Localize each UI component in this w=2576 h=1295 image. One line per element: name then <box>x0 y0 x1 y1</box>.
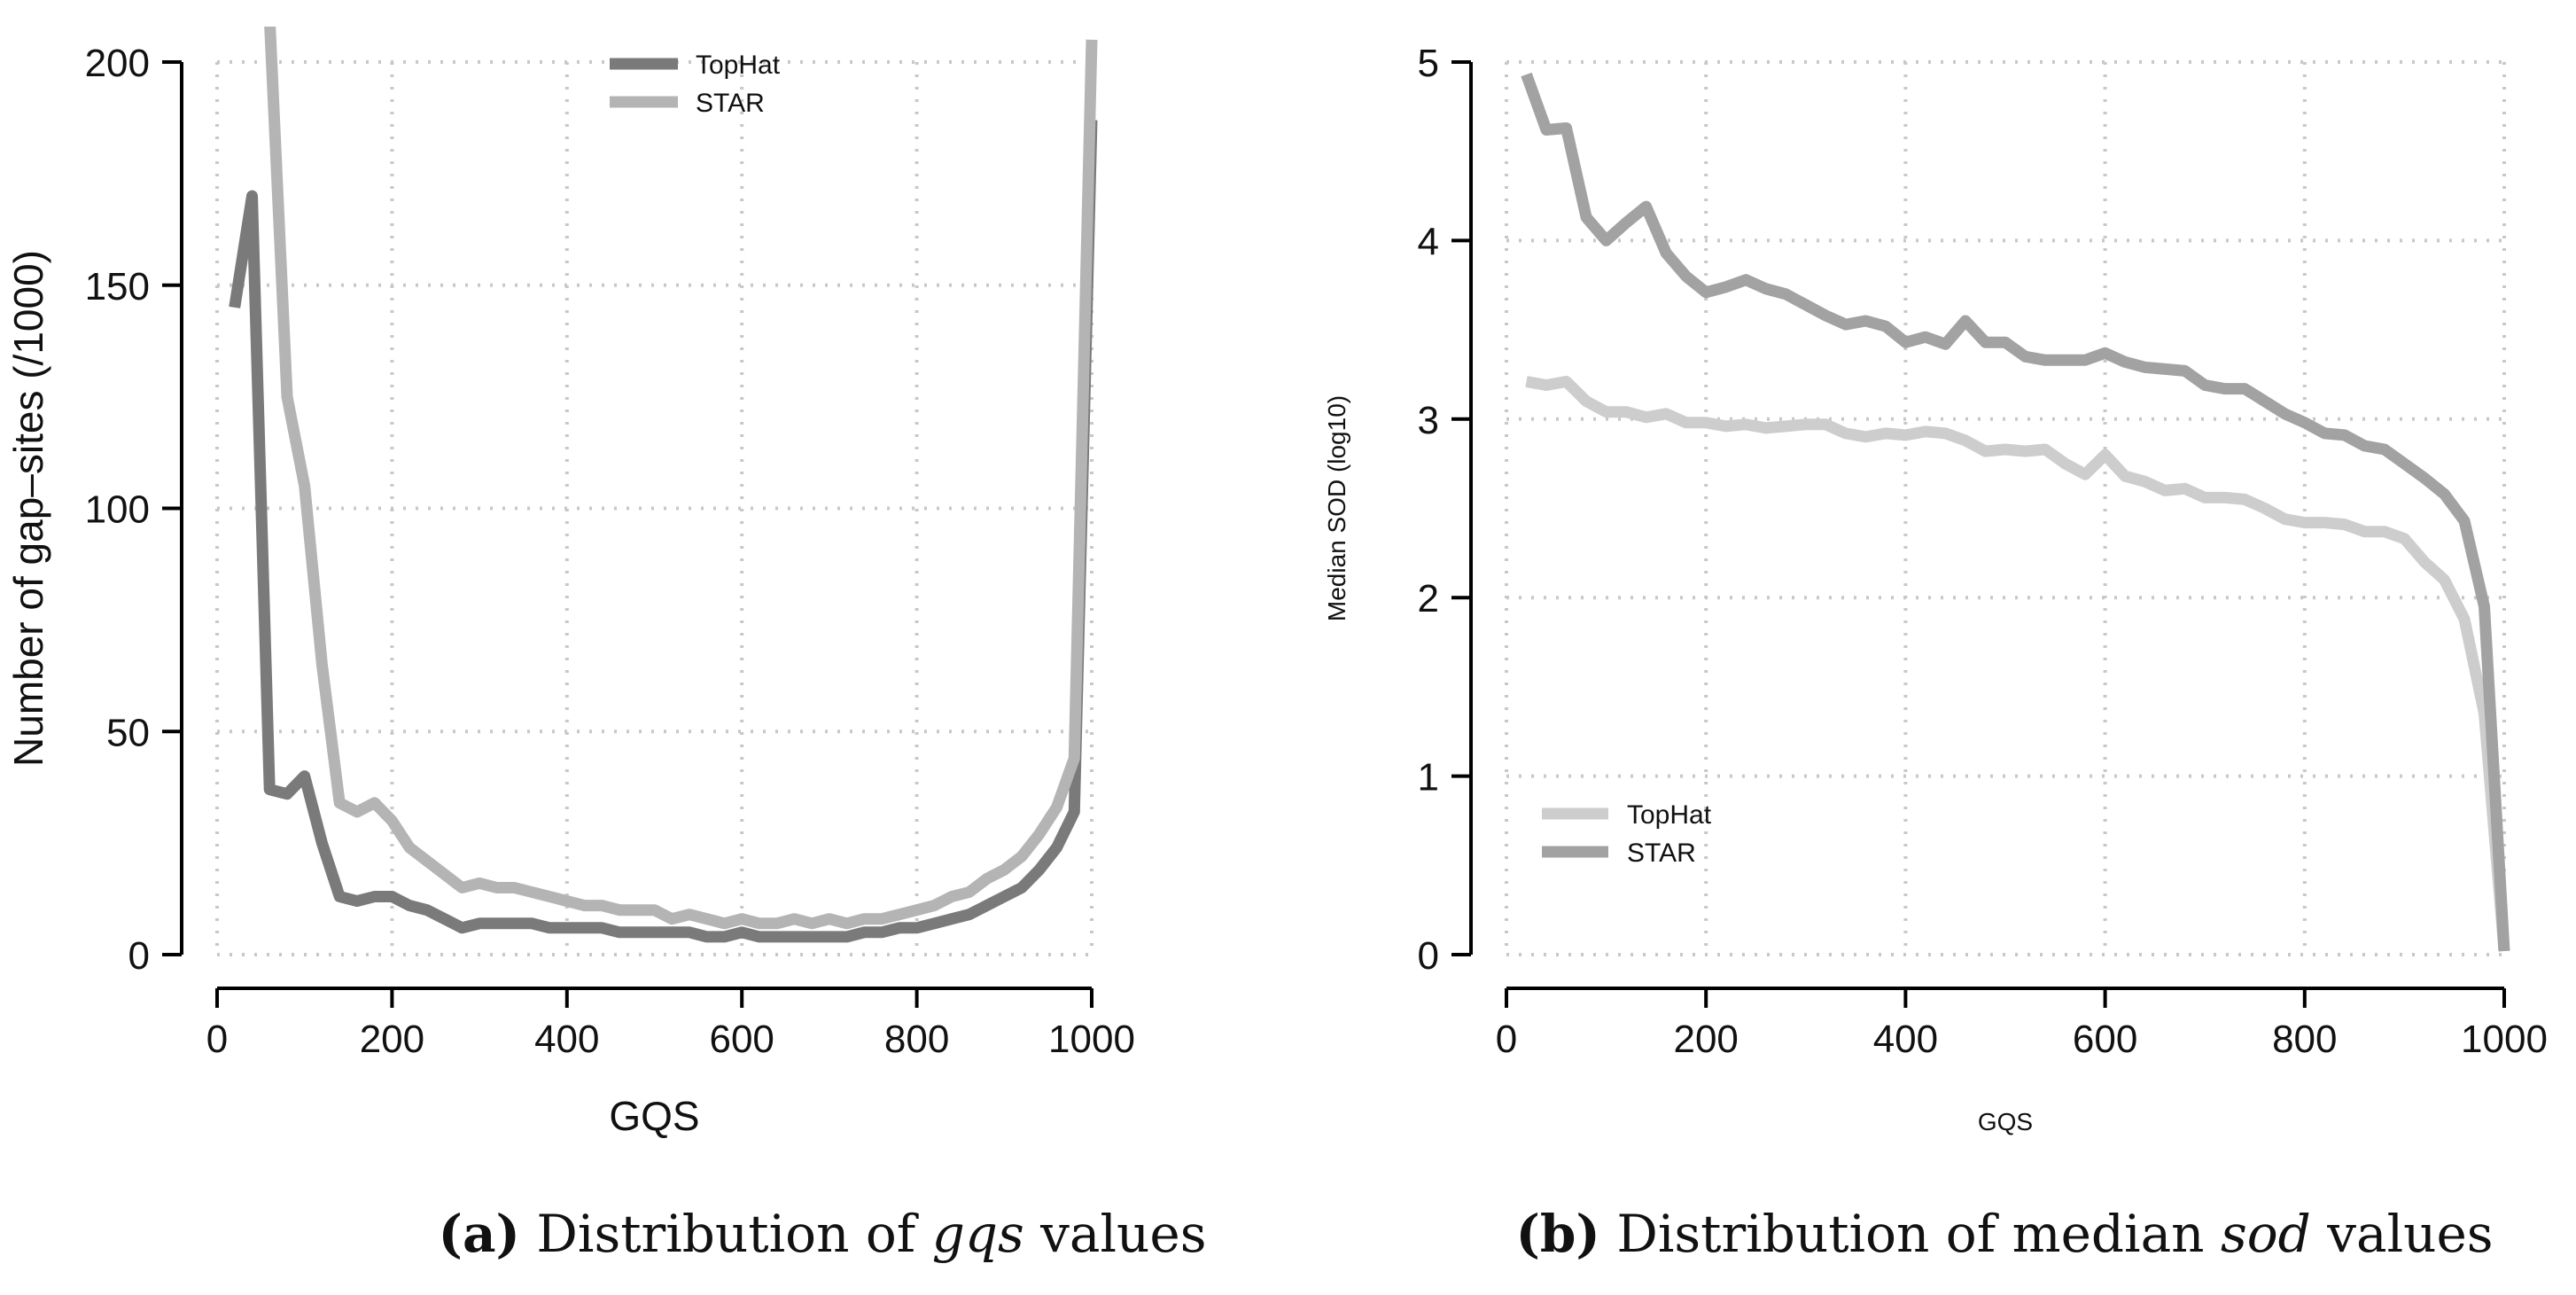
caption-text-italic: gqs <box>932 1204 1024 1264</box>
x-axis-label: GQS <box>609 1093 699 1139</box>
x-tick-label: 400 <box>1873 1018 1938 1061</box>
legend: TopHat STAR <box>1542 800 1712 868</box>
x-tick-label: 600 <box>709 1018 774 1061</box>
caption-text-post: values <box>2311 1204 2494 1264</box>
caption: (a) Distribution of gqs values <box>439 1204 1207 1264</box>
y-tick-label: 4 <box>1418 220 1439 263</box>
y-tick-label: 3 <box>1418 399 1439 442</box>
x-tick-label: 0 <box>206 1018 228 1061</box>
y-tick-label: 5 <box>1418 42 1439 85</box>
plot-area <box>229 27 1098 943</box>
caption-text-italic: sod <box>2221 1204 2311 1264</box>
y-tick-label: 50 <box>106 711 150 754</box>
chart-panel-a: 0 200 400 600 800 1000 0 50 100 150 200 GQS Number o… <box>5 27 1207 1264</box>
legend-label-tophat: TopHat <box>696 51 781 80</box>
y-axis-label: Median SOD (log10) <box>1323 395 1350 621</box>
y-tick-label: 0 <box>1418 934 1439 978</box>
y-tick-label: 200 <box>85 42 150 85</box>
chart-panel-b: 0 200 400 600 800 1000 0 1 2 3 4 5 GQS Median SOD (lo… <box>1323 42 2548 1264</box>
x-tick-label: 400 <box>534 1018 599 1061</box>
caption: (b) Distribution of median sod values <box>1515 1204 2493 1264</box>
y-tick-label: 0 <box>128 934 150 978</box>
series-line-tophat <box>1525 376 2510 952</box>
series-line-tophat <box>229 120 1098 943</box>
y-tick-label: 1 <box>1418 756 1439 800</box>
series-line-star <box>1521 72 2510 952</box>
x-axis: 0 200 400 600 800 1000 <box>1496 987 2548 1061</box>
series-line-star <box>264 27 1098 930</box>
legend-label-star: STAR <box>1627 839 1696 868</box>
x-tick-label: 1000 <box>2461 1018 2548 1061</box>
x-axis-label: GQS <box>1978 1108 2033 1135</box>
y-axis-label: Number of gap–sites (/1000) <box>5 250 51 767</box>
caption-text-pre: Distribution of median <box>1600 1204 2221 1264</box>
x-tick-label: 200 <box>360 1018 424 1061</box>
x-axis: 0 200 400 600 800 1000 <box>206 987 1135 1061</box>
caption-letter: (b) <box>1515 1204 1599 1264</box>
y-tick-label: 2 <box>1418 577 1439 620</box>
grid <box>215 60 1093 956</box>
x-tick-label: 0 <box>1496 1018 1517 1061</box>
caption-letter: (a) <box>439 1204 520 1264</box>
x-tick-label: 800 <box>884 1018 949 1061</box>
legend-label-star: STAR <box>696 89 765 118</box>
caption-text-pre: Distribution of <box>520 1204 932 1264</box>
legend-label-tophat: TopHat <box>1627 800 1712 830</box>
y-tick-label: 100 <box>85 488 150 532</box>
x-tick-label: 800 <box>2272 1018 2337 1061</box>
x-tick-label: 200 <box>1673 1018 1738 1061</box>
grid <box>1505 60 2506 956</box>
y-axis: 0 50 100 150 200 <box>85 42 183 978</box>
plot-area <box>1521 72 2510 952</box>
y-axis: 0 1 2 3 4 5 <box>1418 42 1473 978</box>
y-tick-label: 150 <box>85 265 150 308</box>
x-tick-label: 1000 <box>1048 1018 1135 1061</box>
caption-text-post: values <box>1024 1204 1207 1264</box>
legend: TopHat STAR <box>610 51 781 118</box>
x-tick-label: 600 <box>2073 1018 2137 1061</box>
